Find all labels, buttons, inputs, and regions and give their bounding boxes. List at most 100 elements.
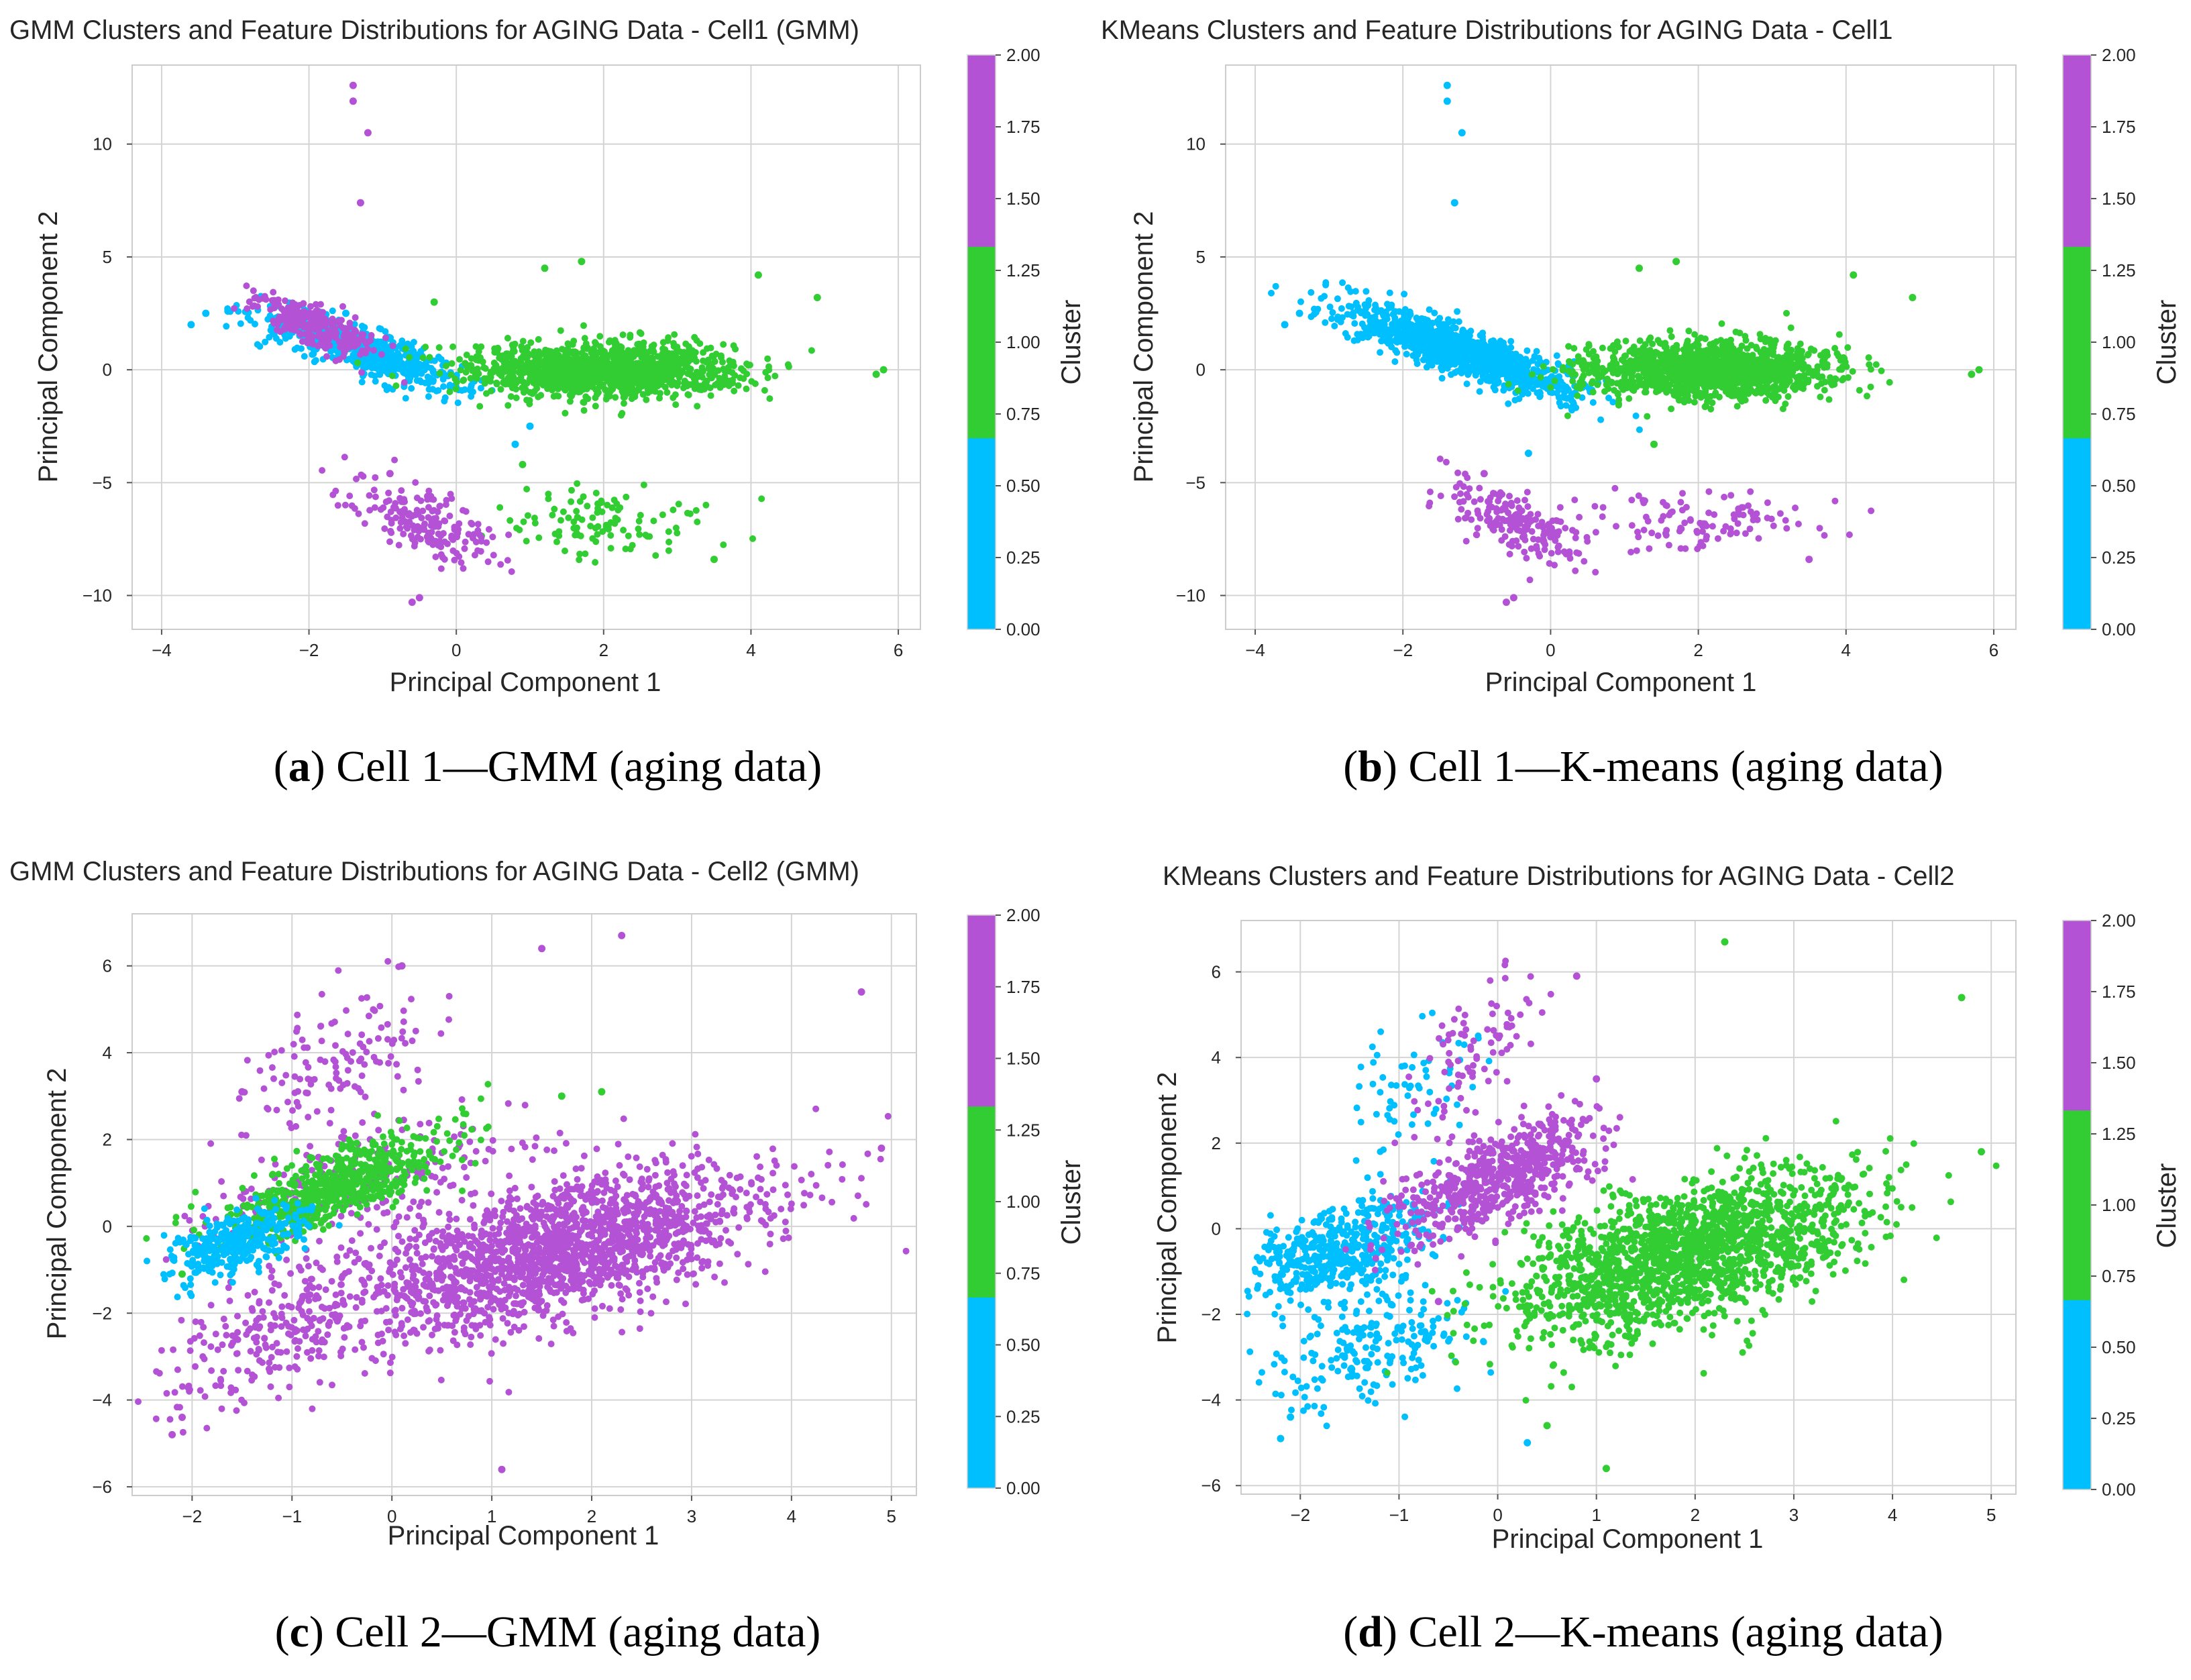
data-point-cluster-0: [1381, 322, 1388, 329]
data-point-cluster-0: [414, 368, 421, 376]
data-point-cluster-0: [1556, 373, 1563, 380]
data-point-cluster-2: [281, 309, 288, 316]
data-point-cluster-0: [1533, 348, 1540, 355]
data-point-cluster-1: [1800, 360, 1807, 368]
data-point-cluster-1: [541, 264, 549, 272]
data-point-cluster-2: [357, 351, 364, 358]
data-point-cluster-1: [520, 378, 527, 386]
data-point-cluster-1: [682, 340, 690, 348]
data-point-cluster-2: [428, 529, 435, 536]
data-point-cluster-2: [312, 301, 319, 308]
data-point-cluster-1: [562, 547, 568, 555]
data-point-cluster-1: [714, 380, 721, 387]
data-point-cluster-0: [342, 309, 350, 317]
data-point-cluster-1: [1758, 389, 1765, 397]
data-point-cluster-1: [721, 372, 729, 380]
data-point-cluster-0: [1554, 384, 1562, 391]
data-point-cluster-1: [468, 355, 475, 362]
data-point-cluster-1: [629, 541, 636, 549]
data-point-cluster-0: [477, 384, 484, 392]
data-point-cluster-0: [417, 348, 425, 355]
data-point-cluster-1: [730, 342, 737, 350]
data-point-cluster-2: [432, 554, 439, 560]
data-point-cluster-1: [716, 374, 723, 382]
data-point-cluster-2: [387, 508, 394, 515]
data-point-cluster-1: [1672, 364, 1680, 372]
data-point-cluster-1: [1633, 362, 1640, 369]
data-point-cluster-2: [370, 347, 377, 354]
data-point-cluster-1: [1659, 354, 1666, 362]
data-point-cluster-1: [636, 531, 643, 538]
data-point-cluster-1: [771, 372, 779, 380]
data-point-cluster-2: [360, 473, 367, 480]
data-point-cluster-1: [595, 389, 602, 396]
data-point-cluster-1: [524, 349, 531, 356]
data-point-cluster-1: [1565, 343, 1572, 350]
data-point-cluster-2: [251, 295, 258, 302]
data-point-cluster-0: [1518, 359, 1526, 366]
data-point-cluster-0: [1426, 347, 1434, 354]
data-point-cluster-1: [509, 365, 517, 372]
data-point-cluster-0: [1437, 343, 1444, 350]
data-point-cluster-1: [520, 518, 527, 525]
data-point-cluster-2: [268, 297, 276, 304]
data-point-cluster-1: [675, 501, 682, 508]
data-point-cluster-1: [1767, 376, 1774, 383]
data-point-cluster-1: [1704, 353, 1711, 360]
data-point-cluster-1: [1587, 368, 1595, 375]
data-point-cluster-0: [1413, 356, 1420, 364]
data-point-cluster-1: [584, 503, 591, 510]
data-point-cluster-1: [1711, 360, 1719, 367]
data-point-cluster-2: [280, 315, 288, 322]
data-point-cluster-1: [1589, 388, 1597, 396]
data-point-cluster-1: [1819, 360, 1827, 368]
data-point-cluster-1: [1831, 345, 1839, 352]
data-point-cluster-1: [519, 337, 527, 345]
data-point-cluster-2: [282, 297, 288, 305]
data-point-cluster-1: [490, 359, 498, 366]
data-point-cluster-1: [725, 377, 733, 384]
data-point-cluster-1: [586, 368, 593, 376]
data-point-cluster-2: [362, 338, 370, 346]
data-point-cluster-1: [524, 344, 531, 351]
data-point-cluster-1: [1784, 393, 1792, 400]
data-point-cluster-0: [1307, 313, 1315, 321]
data-point-cluster-0: [1386, 289, 1393, 297]
data-point-cluster-0: [1529, 385, 1536, 392]
data-point-cluster-0: [286, 332, 293, 339]
data-point-cluster-1: [1640, 380, 1647, 387]
data-point-cluster-1: [693, 337, 700, 344]
data-point-cluster-2: [508, 568, 515, 575]
data-point-cluster-0: [394, 352, 402, 360]
data-point-cluster-1: [617, 354, 624, 361]
data-point-cluster-1: [1669, 351, 1676, 358]
data-point-cluster-2: [349, 97, 357, 105]
data-point-cluster-0: [1295, 309, 1303, 317]
data-point-cluster-2: [441, 517, 448, 525]
data-point-cluster-1: [637, 511, 644, 519]
data-point-cluster-0: [1354, 303, 1361, 311]
data-point-cluster-1: [679, 354, 686, 361]
data-point-cluster-1: [622, 366, 629, 372]
data-point-cluster-1: [649, 357, 656, 364]
data-point-cluster-0: [1312, 309, 1320, 316]
data-point-cluster-1: [549, 511, 556, 519]
data-point-cluster-1: [686, 355, 694, 362]
data-point-cluster-1: [1804, 352, 1811, 359]
data-point-cluster-0: [1470, 355, 1477, 362]
data-point-cluster-0: [1556, 399, 1563, 407]
data-point-cluster-0: [1503, 374, 1511, 382]
data-point-cluster-1: [761, 386, 768, 394]
data-point-cluster-1: [674, 529, 681, 537]
data-point-cluster-2: [386, 538, 393, 545]
data-point-cluster-1: [1603, 381, 1610, 388]
data-point-cluster-0: [1297, 298, 1304, 305]
data-point-cluster-1: [1699, 392, 1707, 399]
data-point-cluster-2: [462, 538, 469, 545]
data-point-cluster-0: [358, 378, 366, 386]
data-point-cluster-0: [1450, 199, 1458, 207]
data-point-cluster-1: [619, 410, 626, 417]
data-point-cluster-1: [576, 498, 584, 505]
data-point-cluster-1: [641, 358, 648, 365]
data-point-cluster-1: [1676, 397, 1684, 404]
